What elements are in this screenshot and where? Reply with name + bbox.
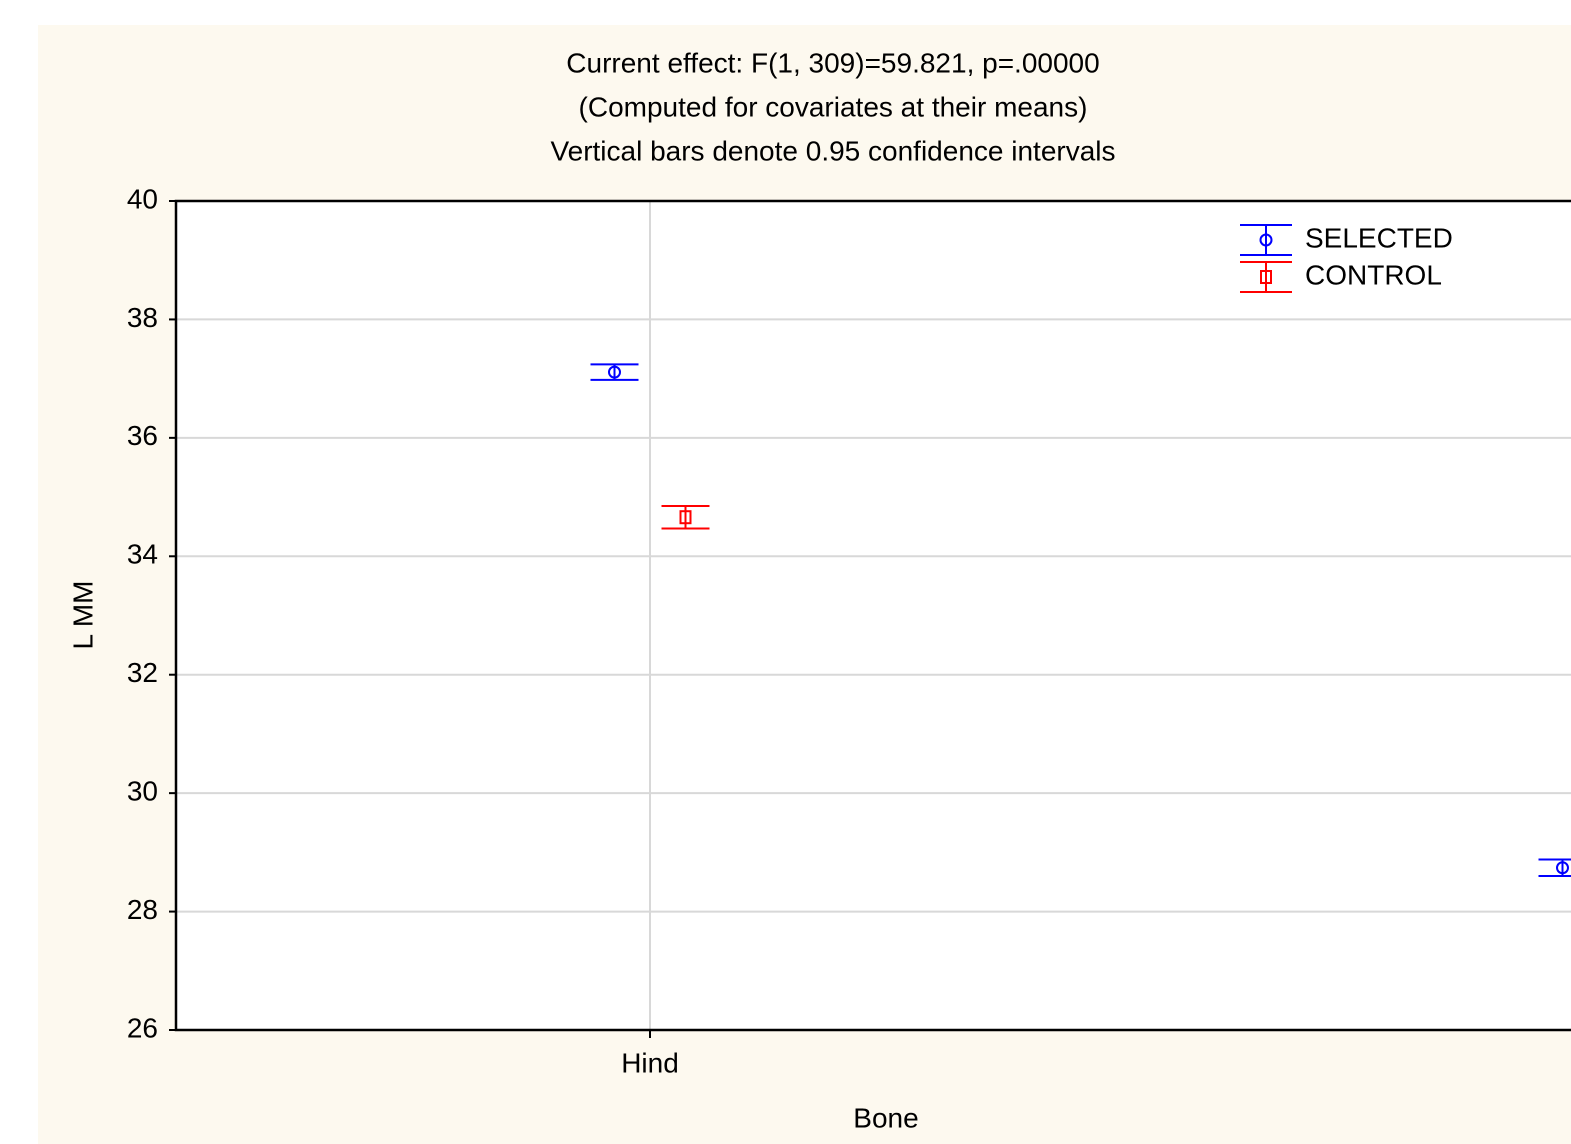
error-bar bbox=[661, 504, 710, 530]
y-tick-label: 28 bbox=[127, 894, 158, 925]
point bbox=[608, 365, 621, 379]
x-tick-label: Fore bbox=[1569, 1047, 1571, 1078]
plot-area bbox=[176, 201, 1571, 1030]
y-tick-label: 30 bbox=[127, 776, 158, 807]
legend-symbol bbox=[1240, 261, 1292, 293]
x-tick-label: Hind bbox=[621, 1047, 679, 1078]
legend-label: CONTROL bbox=[1305, 259, 1442, 290]
point bbox=[1556, 861, 1569, 875]
y-tick-label: 34 bbox=[127, 539, 158, 570]
legend-marker bbox=[1260, 270, 1272, 284]
legend-symbol bbox=[1240, 224, 1292, 256]
x-axis-label: Bone bbox=[853, 1102, 918, 1133]
chart-title: (Computed for covariates at their means) bbox=[579, 91, 1088, 122]
point bbox=[679, 510, 692, 525]
y-tick-label: 40 bbox=[127, 183, 158, 214]
y-tick-label: 38 bbox=[127, 302, 158, 333]
y-tick-label: 36 bbox=[127, 420, 158, 451]
legend-marker bbox=[1259, 233, 1273, 247]
y-axis-label: L MM bbox=[67, 581, 98, 650]
y-tick-label: 32 bbox=[127, 657, 158, 688]
y-tick-label: 26 bbox=[127, 1012, 158, 1043]
chart-title: Vertical bars denote 0.95 confidence int… bbox=[550, 135, 1115, 166]
chart-title: Current effect: F(1, 309)=59.821, p=.000… bbox=[566, 47, 1099, 78]
axes bbox=[174, 199, 1571, 1032]
legend-label: SELECTED bbox=[1305, 222, 1453, 253]
